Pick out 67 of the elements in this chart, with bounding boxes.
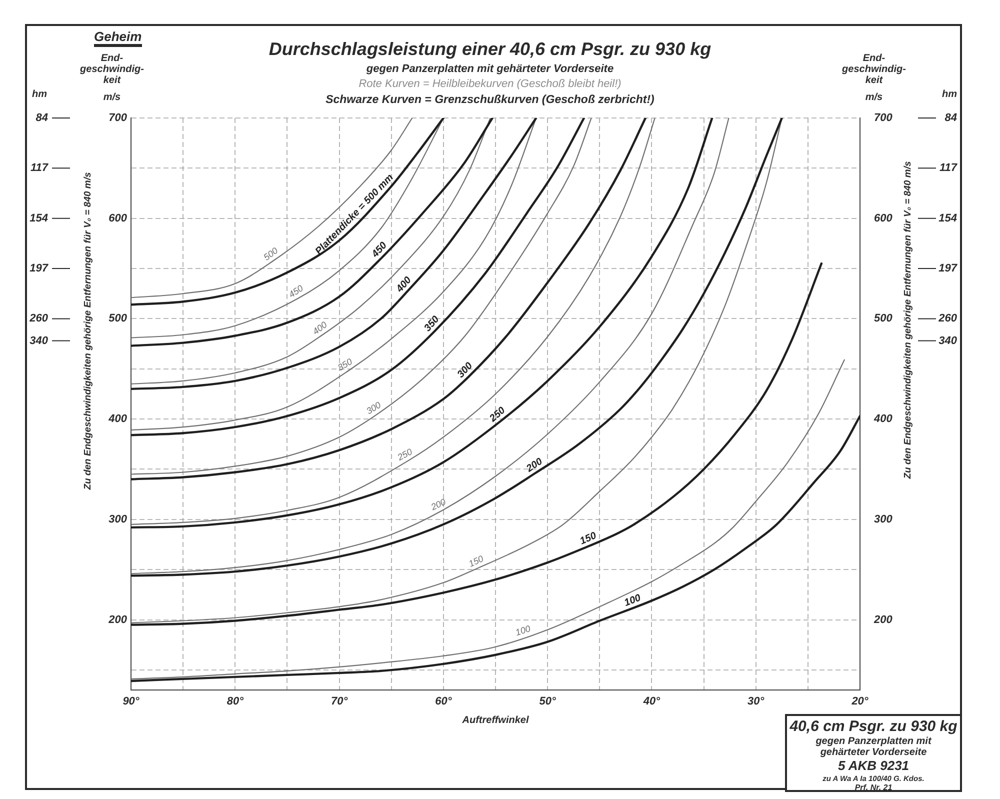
text: 450 [369, 240, 390, 261]
text: Schwarze Kurven = Grenzschußkurven (Geschoß zerbricht!) [324, 93, 656, 107]
y-tick-label: 300 [108, 513, 128, 526]
line-series [131, 262, 823, 626]
text: 117 [939, 162, 958, 174]
x-tick-label: 50° [539, 696, 556, 708]
x-tick-label: 90° [122, 696, 140, 708]
y2-tick-label: 200 [873, 614, 894, 626]
y2-axis-title: End-geschwindig-keit m/s [841, 53, 907, 103]
x-tick-label: 20° [850, 696, 869, 708]
text: 340 [30, 334, 49, 347]
text: 250 [487, 404, 508, 426]
text: 400 [394, 274, 414, 296]
text: 197 [30, 262, 49, 275]
text: 150 [467, 554, 485, 569]
text: Zu den Endgeschwindigkeiten gehörige Entfernungen für V₀ = 840 m/s [82, 172, 94, 490]
y2-tick-label: 400 [873, 413, 894, 426]
text: gegen Panzerplatten mit gehärteter Vorderseite [814, 736, 932, 758]
y2-tick-label: 700 [874, 112, 894, 124]
text: 350 [422, 314, 442, 334]
text: 300 [364, 400, 383, 416]
text: 500 [262, 245, 280, 263]
text: 260 [938, 312, 958, 325]
text: 450 [286, 283, 305, 300]
text: 350 [336, 356, 354, 373]
text: 250 [395, 446, 414, 463]
y-tick-label: 400 [108, 413, 128, 426]
text: 154 [30, 212, 48, 224]
text: 197 [938, 262, 958, 275]
text: 260 [28, 312, 49, 325]
x-tick-label: 30° [748, 696, 765, 708]
x-tick-label: 40° [642, 696, 661, 708]
text: 200 [524, 456, 546, 476]
y-tick-label: 700 [108, 112, 128, 124]
y2-tick-label: 300 [874, 513, 894, 526]
y-tick-label: 200 [108, 614, 128, 626]
text: 150 [578, 530, 599, 548]
text: 154 [938, 212, 957, 224]
text: Rote Kurven = Heilbleibekurven (Geschoß bleibt heil!) [358, 78, 622, 91]
chart-subtitle: gegen Panzerplatten mit gehärteter Vorderseite [366, 63, 614, 75]
text: 40,6 cm Psgr. zu 930 kg [788, 718, 958, 736]
x-tick-label: 80° [226, 696, 244, 708]
text: 340 [938, 334, 958, 347]
text: Prf. Nr. 21 [854, 783, 894, 793]
text: hm [32, 89, 47, 100]
text: Zu den Endgeschwindigkeiten gehörige Entfernungen für V₀ = 840 m/s [902, 161, 914, 479]
text: 100 [514, 623, 532, 638]
text: 100 [622, 592, 643, 609]
y-tick-label: 500 [108, 312, 128, 325]
y-tick-label: 600 [108, 212, 128, 224]
x-tick-label: 70° [330, 696, 348, 708]
x-tick-label: 60° [435, 696, 452, 708]
text: 84 [944, 112, 957, 124]
text: Geheim [94, 29, 142, 47]
y2-tick-label: 500 [874, 312, 894, 325]
x-axis-title: Auftreffwinkel [461, 714, 529, 726]
line-series [131, 359, 845, 680]
y2-tick-label: 600 [874, 212, 894, 224]
text: 400 [310, 320, 329, 337]
text: 84 [36, 112, 48, 124]
chart-title: Durchschlagsleistung einer 40,6 cm Psgr. zu 930 kg [268, 39, 712, 60]
y-axis-title: End-geschwindig-keit m/s [79, 53, 145, 103]
text: 300 [456, 360, 476, 380]
text: 5 AKB 9231 [836, 758, 910, 774]
text: 200 [428, 496, 448, 513]
text: hm [942, 89, 957, 100]
text: 117 [30, 162, 49, 174]
